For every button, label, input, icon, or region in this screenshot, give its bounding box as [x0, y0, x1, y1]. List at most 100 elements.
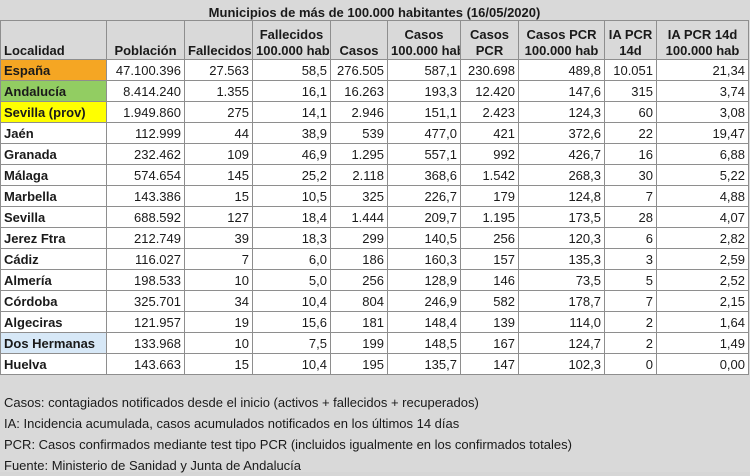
table-cell: 38,9	[252, 122, 331, 144]
table-cell: 124,8	[518, 185, 605, 207]
table-cell: 3,08	[656, 101, 749, 123]
row-name: Málaga	[0, 164, 107, 186]
table-cell: 124,3	[518, 101, 605, 123]
table-cell: 39	[184, 227, 253, 249]
table-cell: 10,4	[252, 290, 331, 312]
table-cell: 275	[184, 101, 253, 123]
table-cell: 8.414.240	[106, 80, 185, 102]
table-cell: 128,9	[387, 269, 461, 291]
column-header: Casos PCR	[460, 20, 519, 60]
table-row: Algeciras 121.957 19 15,6 181 148,4 139 114,0 2 1…	[0, 311, 749, 333]
table-cell: 1.295	[330, 143, 388, 165]
table-cell: 587,1	[387, 59, 461, 81]
table-cell: 372,6	[518, 122, 605, 144]
table-cell: 147	[460, 353, 519, 375]
column-header: Casos 100.000 hab	[387, 20, 461, 60]
table-cell: 582	[460, 290, 519, 312]
table-cell: 7	[184, 248, 253, 270]
table-cell: 1,64	[656, 311, 749, 333]
column-header: Fallecidos 100.000 hab	[252, 20, 331, 60]
table-cell: 151,1	[387, 101, 461, 123]
table-cell: 992	[460, 143, 519, 165]
table-cell: 3,74	[656, 80, 749, 102]
table-cell: 25,2	[252, 164, 331, 186]
table-cell: 179	[460, 185, 519, 207]
table-cell: 477,0	[387, 122, 461, 144]
row-name: Jaén	[0, 122, 107, 144]
table-cell: 212.749	[106, 227, 185, 249]
table-cell: 44	[184, 122, 253, 144]
table-row: Málaga 574.654 145 25,2 2.118 368,6 1.542 268,3…	[0, 164, 749, 186]
row-name: Cádiz	[0, 248, 107, 270]
table-cell: 0	[604, 353, 657, 375]
table-cell: 7,5	[252, 332, 331, 354]
table-cell: 2.946	[330, 101, 388, 123]
table-row: Huelva 143.663 15 10,4 195 135,7 147 102,3 0 0,00	[0, 353, 749, 375]
table-cell: 368,6	[387, 164, 461, 186]
table-cell: 4,07	[656, 206, 749, 228]
table-cell: 143.386	[106, 185, 185, 207]
table-cell: 30	[604, 164, 657, 186]
table-cell: 139	[460, 311, 519, 333]
table-cell: 804	[330, 290, 388, 312]
table-cell: 5,0	[252, 269, 331, 291]
table-cell: 315	[604, 80, 657, 102]
table-cell: 22	[604, 122, 657, 144]
table-cell: 10,5	[252, 185, 331, 207]
table-cell: 102,3	[518, 353, 605, 375]
table-cell: 0,00	[656, 353, 749, 375]
table-cell: 1.444	[330, 206, 388, 228]
table-cell: 539	[330, 122, 388, 144]
row-name: Granada	[0, 143, 107, 165]
row-name: Andalucía	[0, 80, 107, 102]
table-cell: 116.027	[106, 248, 185, 270]
row-name: Algeciras	[0, 311, 107, 333]
table-row: Jaén 112.999 44 38,9 539 477,0 421 372,6 22 19,47	[0, 122, 749, 144]
table-cell: 230.698	[460, 59, 519, 81]
table-cell: 28	[604, 206, 657, 228]
table-cell: 148,4	[387, 311, 461, 333]
table-cell: 688.592	[106, 206, 185, 228]
table-cell: 167	[460, 332, 519, 354]
table-cell: 426,7	[518, 143, 605, 165]
table-cell: 226,7	[387, 185, 461, 207]
table-row: Andalucía 8.414.240 1.355 16,1 16.263 193,3 12…	[0, 80, 749, 102]
table-cell: 2,59	[656, 248, 749, 270]
column-header: Localidad	[0, 20, 107, 60]
table-row: Granada 232.462 109 46,9 1.295 557,1 992 426,7 1…	[0, 143, 749, 165]
table-cell: 2	[604, 311, 657, 333]
table-cell: 10.051	[604, 59, 657, 81]
table-cell: 160,3	[387, 248, 461, 270]
table-cell: 246,9	[387, 290, 461, 312]
table-cell: 133.968	[106, 332, 185, 354]
table-cell: 121.957	[106, 311, 185, 333]
table-cell: 16,1	[252, 80, 331, 102]
column-header: IA PCR 14d 100.000 hab	[656, 20, 749, 60]
table-cell: 209,7	[387, 206, 461, 228]
table-cell: 112.999	[106, 122, 185, 144]
table-cell: 127	[184, 206, 253, 228]
table-cell: 58,5	[252, 59, 331, 81]
row-name: Almería	[0, 269, 107, 291]
table-cell: 5,22	[656, 164, 749, 186]
table-cell: 198.533	[106, 269, 185, 291]
row-name: Sevilla	[0, 206, 107, 228]
table-cell: 256	[330, 269, 388, 291]
table-cell: 145	[184, 164, 253, 186]
row-name: España	[0, 59, 107, 81]
table-row: Almería 198.533 10 5,0 256 128,9 146 73,5 5 2,52	[0, 269, 749, 291]
table-cell: 2,52	[656, 269, 749, 291]
table-cell: 124,7	[518, 332, 605, 354]
column-header: Población	[106, 20, 185, 60]
table-cell: 1,49	[656, 332, 749, 354]
table-row: Sevilla 688.592 127 18,4 1.444 209,7 1.195 173,…	[0, 206, 749, 228]
table-cell: 10,4	[252, 353, 331, 375]
table-cell: 140,5	[387, 227, 461, 249]
table-cell: 18,3	[252, 227, 331, 249]
row-name: Huelva	[0, 353, 107, 375]
header-row: Localidad Población Fallecidos Fallecidos 10…	[0, 20, 749, 60]
column-header: Fallecidos	[184, 20, 253, 60]
notes: Casos: contagiados notificados desde el …	[4, 392, 746, 476]
table-cell: 34	[184, 290, 253, 312]
table-cell: 14,1	[252, 101, 331, 123]
